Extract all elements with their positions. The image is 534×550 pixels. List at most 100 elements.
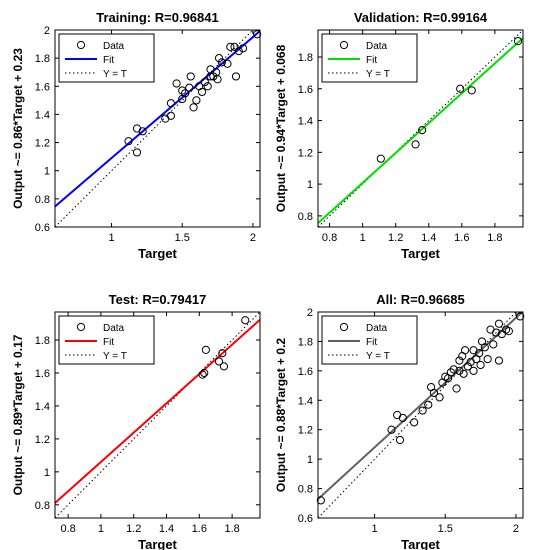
data-point: [198, 370, 207, 379]
y-axis-label: Output ~= 0.94*Target + 0.068: [274, 44, 288, 212]
data-point: [516, 312, 525, 321]
data-point: [217, 58, 226, 67]
legend: Data Fit Y = T: [58, 33, 155, 83]
data-point: [460, 346, 470, 355]
legend-label: Fit: [103, 337, 114, 348]
y-tick-label: 1.6: [298, 84, 313, 96]
data-point: [449, 365, 458, 374]
y-tick-label: 1.4: [35, 109, 50, 121]
data-point: [387, 425, 396, 434]
y-tick-label: 0.8: [35, 500, 50, 512]
y-axis-label: Output ~= 0.86*Target + 0.23: [11, 48, 25, 209]
data-point: [452, 384, 461, 393]
data-point: [138, 127, 147, 136]
axes-frame: [54, 29, 261, 228]
data-point: [480, 343, 489, 352]
x-tick-label: 2: [250, 232, 256, 244]
x-tick-label: 1.8: [224, 523, 239, 535]
data-point: [483, 354, 492, 364]
x-tick-label: 1.4: [159, 523, 174, 535]
data-point: [234, 47, 243, 56]
x-tick-label: 1.2: [126, 523, 141, 535]
legend-label: Fit: [103, 55, 114, 66]
data-point: [178, 86, 187, 95]
plot-panel-2: 0.8 1 1.2 1.4 1.6 1.8 0.8 1 1.2 1.4 1.6 1.8 Data Fit Y…: [274, 10, 524, 261]
x-axis-label: Target: [401, 537, 440, 550]
data-point: [395, 435, 405, 445]
y-tick-label: 1.4: [298, 395, 313, 407]
y-tick-label: 1.6: [35, 81, 50, 93]
plot-title: Training: R=0.96841: [96, 10, 218, 25]
legend-label: Y = T: [366, 69, 390, 80]
data-point: [435, 393, 444, 402]
data-point: [424, 400, 433, 409]
x-axis-label: Target: [138, 537, 177, 550]
axes-frame: [317, 311, 524, 519]
x-axis-label: Target: [138, 246, 177, 261]
data-point: [463, 362, 472, 371]
data-point: [492, 328, 501, 337]
y-axis-label: Output ~= 0.88*Target + 0.2: [274, 338, 288, 492]
data-point: [476, 360, 485, 370]
legend-marker-data: [76, 40, 86, 50]
identity-line: [317, 29, 524, 228]
legend: Data Fit Y = T: [321, 315, 418, 365]
data-point: [469, 366, 478, 375]
data-point: [459, 369, 468, 378]
legend-marker-data: [76, 322, 86, 332]
y-tick-label: 0.8: [298, 484, 313, 496]
data-point: [214, 357, 224, 366]
data-point: [200, 368, 209, 378]
data-point: [418, 125, 427, 135]
y-tick-label: 0.8: [35, 194, 50, 206]
data-point: [475, 349, 484, 358]
data-point: [455, 356, 464, 365]
y-tick-label: 0.6: [298, 513, 313, 525]
y-tick-label: 1.2: [35, 138, 50, 150]
x-tick-label: 1.4: [421, 232, 436, 244]
data-point: [410, 418, 419, 427]
plot-title: Validation: R=0.99164: [354, 10, 488, 25]
y-tick-label: 1.6: [35, 368, 50, 380]
plot-panel-1: 1 1.5 2 0.6 0.8 1 1.2 1.4 1.6 1.8 2 Data Fit Y = T Tra…: [11, 10, 262, 261]
data-point: [226, 42, 235, 51]
data-point: [467, 86, 476, 95]
data-point: [192, 96, 201, 105]
legend-label: Y = T: [103, 351, 127, 362]
legend: Data Fit Y = T: [321, 33, 418, 83]
data-point: [494, 319, 504, 328]
x-tick-label: 1.6: [454, 232, 469, 244]
data-point: [201, 345, 210, 355]
plot-title: All: R=0.96685: [376, 292, 465, 307]
fit-line: [317, 37, 524, 224]
y-tick-label: 1.8: [298, 52, 313, 64]
data-point: [411, 140, 420, 149]
data-point: [497, 329, 506, 339]
y-tick-label: 1: [307, 454, 313, 466]
x-tick-label: 1.5: [438, 523, 453, 535]
y-tick-label: 1.2: [298, 425, 313, 437]
data-point: [455, 366, 464, 375]
x-tick-label: 1: [108, 232, 114, 244]
axes-frame: [317, 29, 524, 228]
data-point: [316, 496, 325, 505]
x-tick-label: 1.2: [388, 232, 403, 244]
y-tick-label: 1.8: [35, 335, 50, 347]
data-point: [197, 87, 207, 97]
data-point: [219, 362, 229, 371]
y-tick-label: 1: [307, 179, 313, 191]
data-point: [513, 37, 523, 46]
fit-line: [317, 311, 524, 500]
data-point: [132, 148, 142, 157]
x-axis-label: Target: [401, 246, 440, 261]
identity-line: [54, 311, 261, 519]
data-point: [231, 72, 241, 81]
legend-label: Data: [103, 323, 125, 334]
y-tick-label: 1.6: [298, 366, 313, 378]
x-tick-label: 1.5: [175, 232, 190, 244]
plot-panel-4: 1 1.5 2 0.6 0.8 1 1.2 1.4 1.6 1.8 2 Data Fit Y = T All…: [274, 292, 525, 550]
data-point: [230, 42, 239, 51]
x-tick-label: 0.8: [60, 523, 75, 535]
plot-panel-3: 0.8 1 1.2 1.4 1.6 1.8 0.8 1 1.2 1.4 1.6 1.8 Data Fit Y…: [11, 292, 261, 550]
